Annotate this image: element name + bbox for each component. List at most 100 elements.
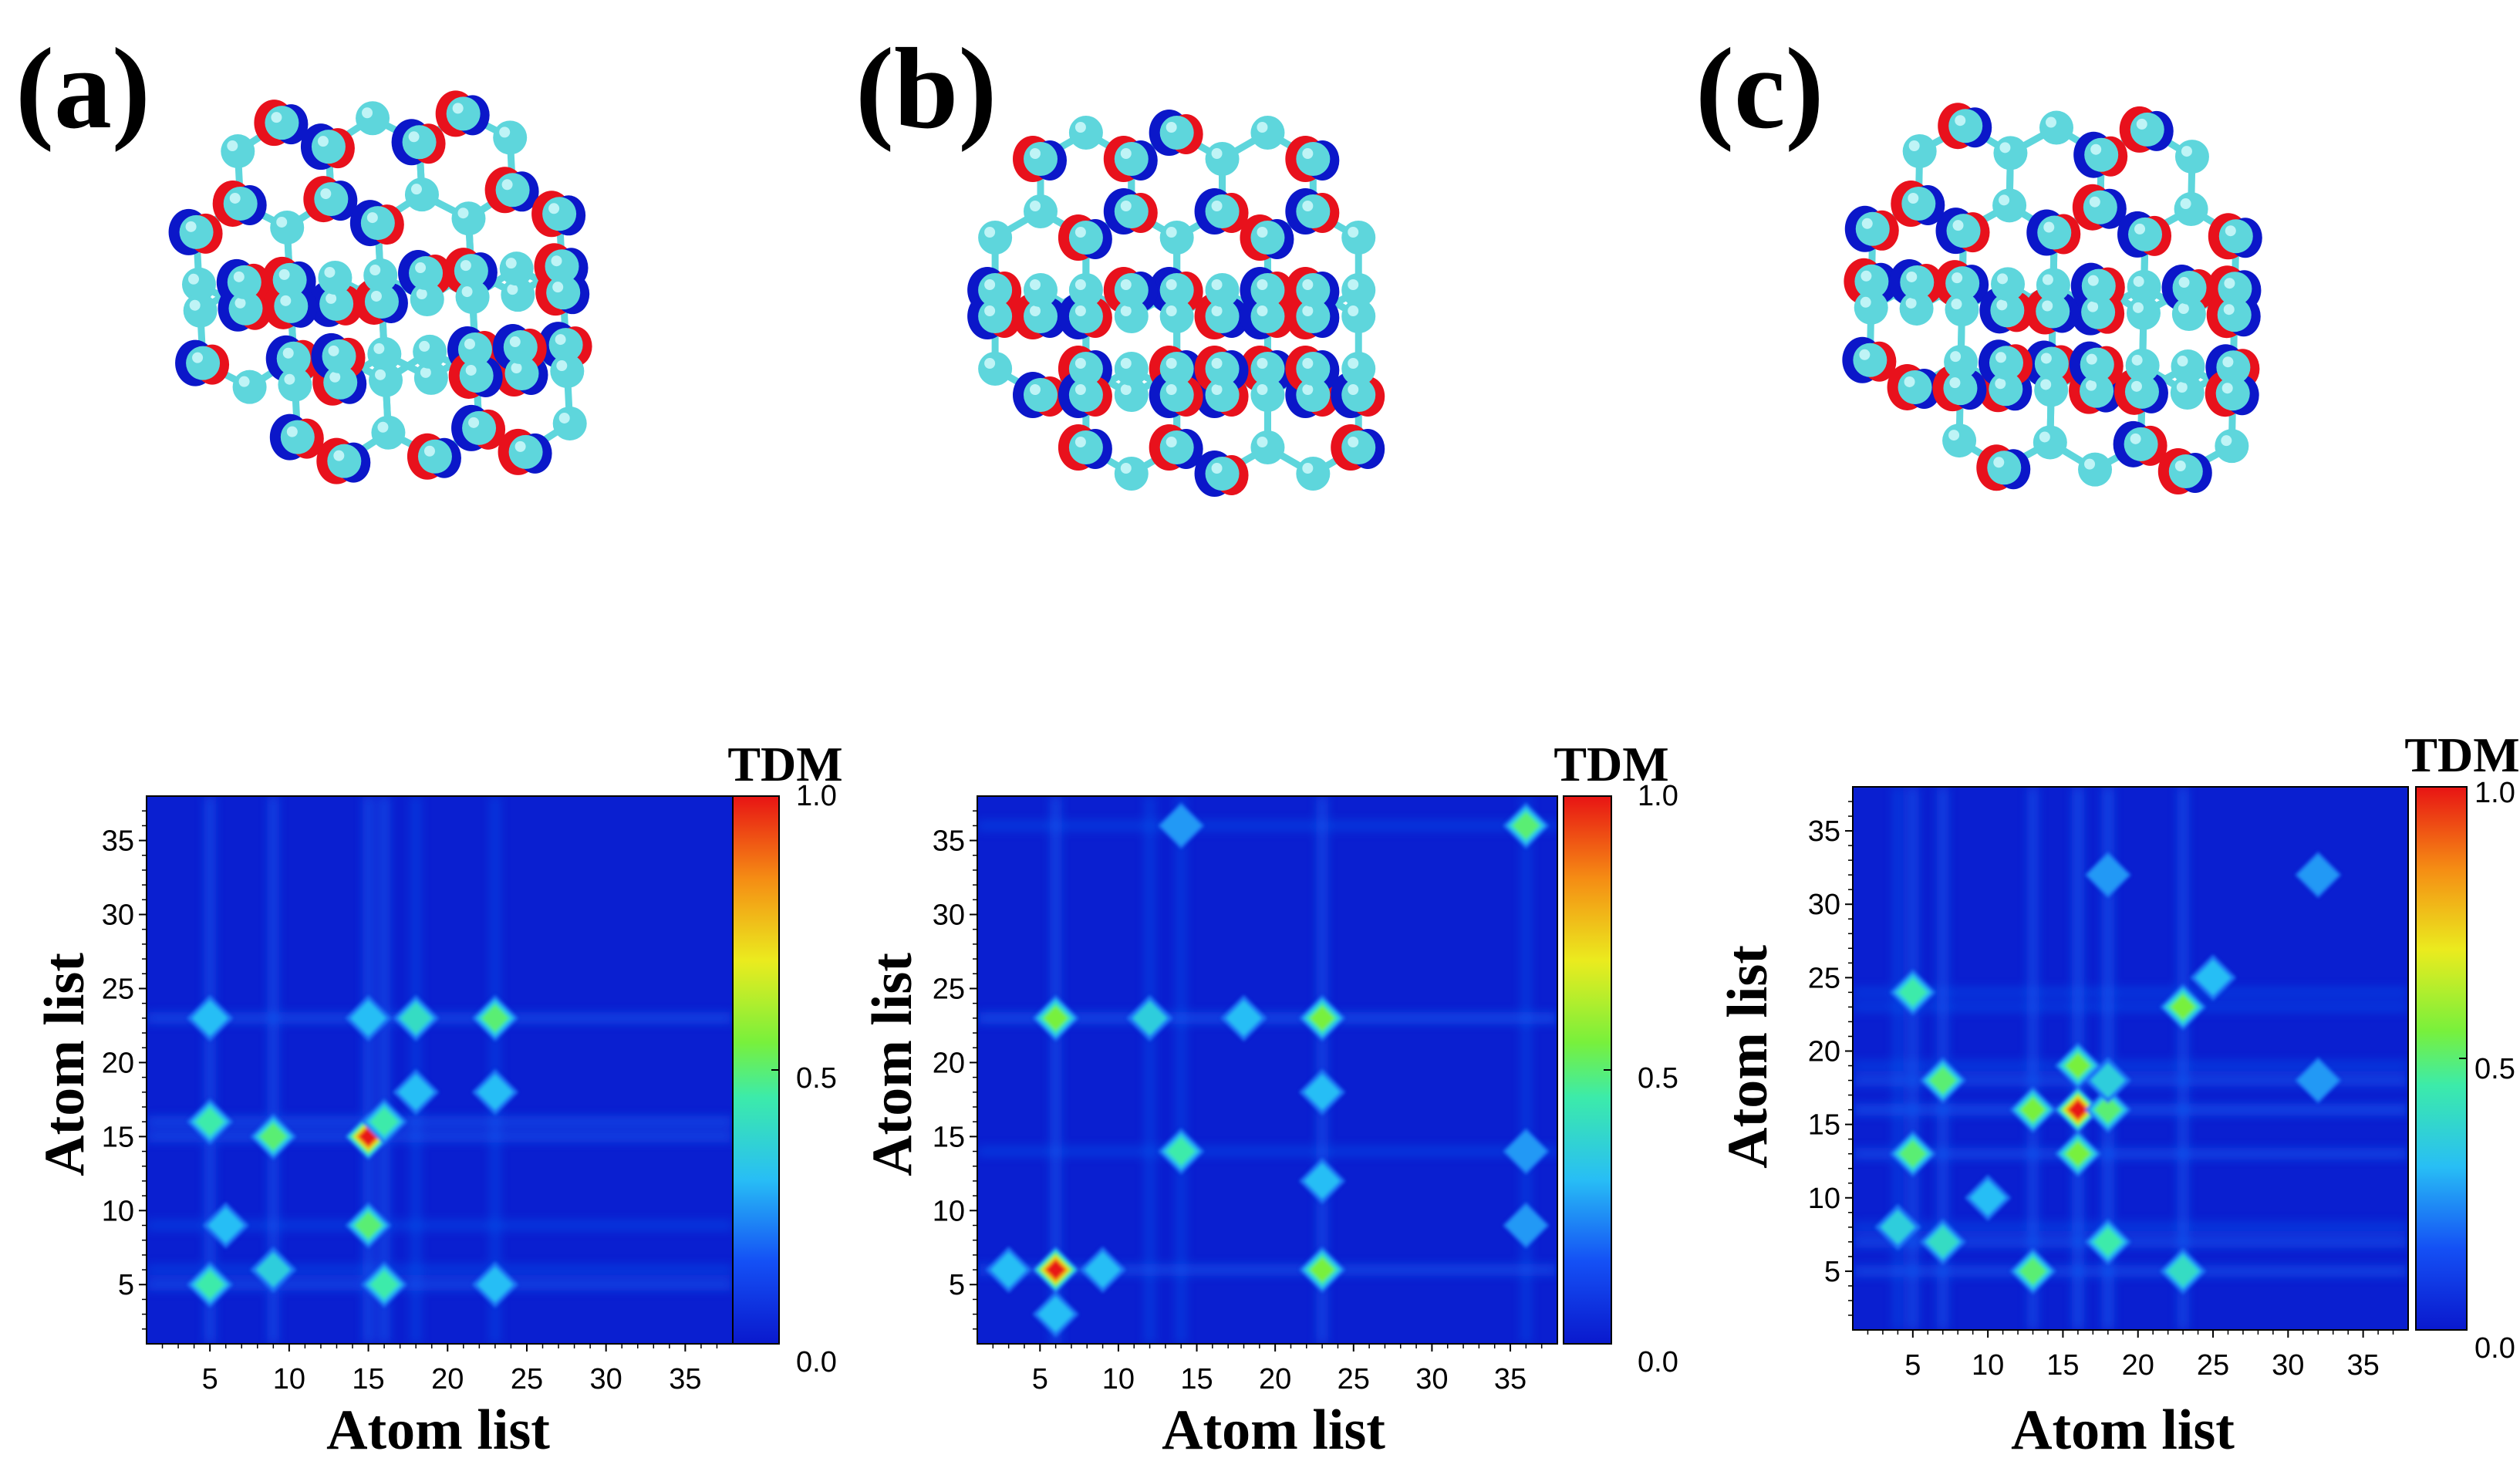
colorbar-tick-top-b: 1.0: [1638, 780, 1678, 812]
heatmap-col-streak: [1146, 796, 1153, 1344]
atom-highlight: [415, 262, 427, 274]
atom-highlight: [1993, 457, 2005, 468]
x-axis-label-c: Atom list: [2011, 1399, 2235, 1462]
panel-label-a: (a): [15, 25, 150, 153]
atom-highlight: [366, 212, 378, 224]
molecule-b: [967, 110, 1385, 497]
plot-frame: [1852, 786, 2409, 1331]
hotspot-cell: [990, 1251, 1027, 1288]
atom-highlight: [499, 127, 511, 138]
atom-highlight: [362, 107, 373, 119]
atom-highlight: [271, 112, 282, 123]
atom-highlight: [423, 445, 435, 457]
hotspot-cell: [398, 1074, 434, 1110]
atom-highlight: [1120, 463, 1132, 474]
hotspot-cell: [2087, 855, 2128, 896]
atom-highlight: [328, 345, 339, 356]
colorbar-title-b: TDM: [1553, 737, 1668, 791]
atom-highlight: [1861, 218, 1873, 229]
atom-highlight: [1302, 201, 1314, 211]
x-tick-label: 10: [1102, 1363, 1135, 1395]
colorbar-tick-mid-c: 0.5: [2474, 1053, 2515, 1085]
hotspot-cell: [1226, 1000, 1262, 1036]
panel-label-b: (b): [855, 25, 997, 153]
atom-highlight: [234, 297, 246, 309]
x-axis-label-a: Atom list: [326, 1399, 550, 1462]
atom-highlight: [192, 352, 204, 363]
heatmap-field: [147, 796, 733, 1344]
x-tick-label: 15: [2046, 1349, 2079, 1382]
atom-highlight: [373, 343, 385, 354]
x-tick-label: 5: [1032, 1363, 1048, 1395]
hotspot-cell: [477, 1267, 514, 1303]
hotspot-cell: [207, 1207, 244, 1244]
atom-highlight: [2177, 356, 2188, 367]
atom-highlight: [416, 289, 427, 300]
atom-highlight: [189, 299, 201, 311]
atom-highlight: [1908, 140, 1920, 152]
x-tick-label: 30: [2272, 1349, 2304, 1382]
colorbar-c: [2415, 786, 2468, 1331]
x-tick-label: 15: [1180, 1363, 1213, 1395]
atom-highlight: [2178, 277, 2190, 289]
atom-highlight: [1995, 378, 2006, 390]
atom-highlight: [1120, 201, 1132, 211]
atom-highlight: [2130, 380, 2142, 392]
y-axis-label-c: Atom list: [1716, 945, 1780, 1169]
hotspot-cell: [1085, 1251, 1121, 1288]
atom-highlight: [2040, 353, 2052, 364]
atom-highlight: [465, 364, 477, 376]
atom-highlight: [187, 273, 199, 285]
atom-highlight: [1166, 358, 1177, 369]
colorbar-tick-top-a: 1.0: [796, 780, 837, 812]
atom-highlight: [1211, 358, 1223, 369]
heatmap-row-streak: [977, 1267, 1557, 1274]
atom-highlight: [1120, 358, 1132, 369]
atom-highlight: [2136, 118, 2147, 130]
atom-highlight: [2181, 146, 2192, 157]
heatmap-col-streak: [381, 796, 388, 1344]
atom-highlight: [1166, 227, 1177, 238]
y-tick-label: 25: [933, 973, 965, 1005]
atom-highlight: [1030, 201, 1041, 211]
atom-highlight: [556, 360, 568, 372]
atom-highlight: [2224, 278, 2235, 289]
y-axis-label-a: Atom list: [33, 953, 96, 1176]
atom-highlight: [2132, 302, 2144, 313]
atom-highlight: [2225, 225, 2236, 237]
heatmap-background: [147, 796, 733, 1344]
heatmap-hotspots: [187, 994, 518, 1308]
atom-highlight: [1257, 279, 1268, 290]
y-tick-label: 25: [1808, 962, 1840, 994]
atom-highlight: [1120, 384, 1132, 395]
heatmap-hotspots: [1874, 852, 2342, 1294]
atom-highlight: [1348, 384, 1359, 395]
atom-highlight: [984, 358, 996, 369]
hotspot-cell: [1043, 1005, 1068, 1031]
hotspot-cell: [1881, 1210, 1914, 1244]
atom-highlight: [2131, 354, 2143, 366]
panel-b: (b) 5 10 15 20 25 30 35 5 10 15 20 25 30 35 Atom lis…: [840, 0, 1680, 1468]
y-tick-label: 30: [933, 899, 965, 932]
atom-highlight: [1120, 279, 1132, 290]
atom-highlight: [1906, 271, 1918, 282]
y-axis-label-b: Atom list: [861, 953, 924, 1176]
atom-highlight: [2089, 196, 2100, 208]
heatmap-row-streak: [1853, 1150, 2408, 1157]
hotspot-cell: [196, 1108, 224, 1136]
x-tick-label: 20: [1259, 1363, 1291, 1395]
atom-highlight: [1166, 384, 1177, 395]
atom-highlight: [1257, 384, 1268, 395]
atom-highlight: [1074, 384, 1086, 395]
x-axis-label-b: Atom list: [1162, 1399, 1385, 1462]
y-tick-label: 15: [1808, 1109, 1840, 1142]
x-tick-label: 15: [352, 1363, 384, 1395]
heatmap-xticks-c: 5 10 15 20 25 30 35: [1867, 1330, 2394, 1382]
atom-highlight: [1211, 384, 1223, 395]
y-tick-label: 20: [102, 1047, 134, 1079]
atom-highlight: [2040, 379, 2052, 390]
hotspot-cell: [1304, 1163, 1341, 1200]
atom-highlight: [317, 136, 329, 147]
atom-highlight: [1166, 437, 1177, 447]
atom-highlight: [2045, 116, 2056, 128]
